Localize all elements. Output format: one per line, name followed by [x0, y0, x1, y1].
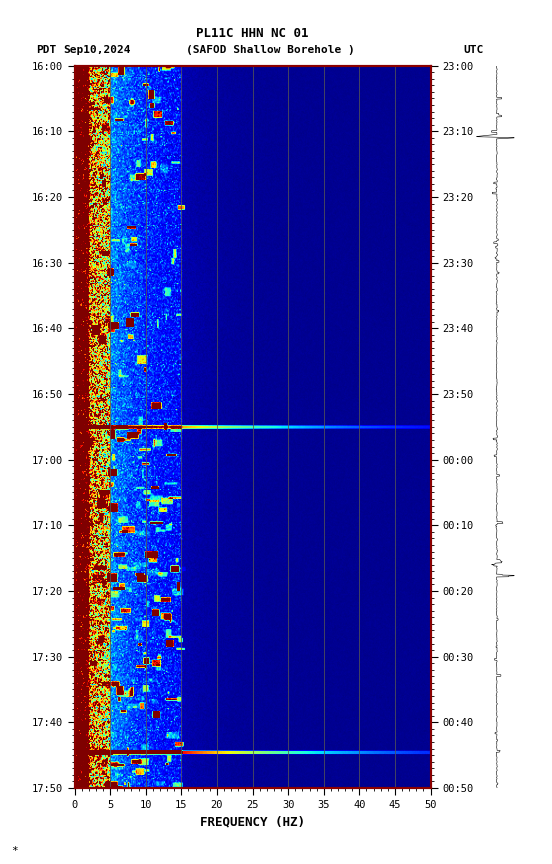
Text: Sep10,2024: Sep10,2024	[63, 45, 131, 55]
Text: PDT: PDT	[36, 45, 56, 55]
Text: (SAFOD Shallow Borehole ): (SAFOD Shallow Borehole )	[187, 45, 355, 55]
Text: PL11C HHN NC 01: PL11C HHN NC 01	[197, 27, 309, 40]
Text: UTC: UTC	[464, 45, 484, 55]
Text: *: *	[11, 846, 18, 855]
X-axis label: FREQUENCY (HZ): FREQUENCY (HZ)	[200, 816, 305, 829]
